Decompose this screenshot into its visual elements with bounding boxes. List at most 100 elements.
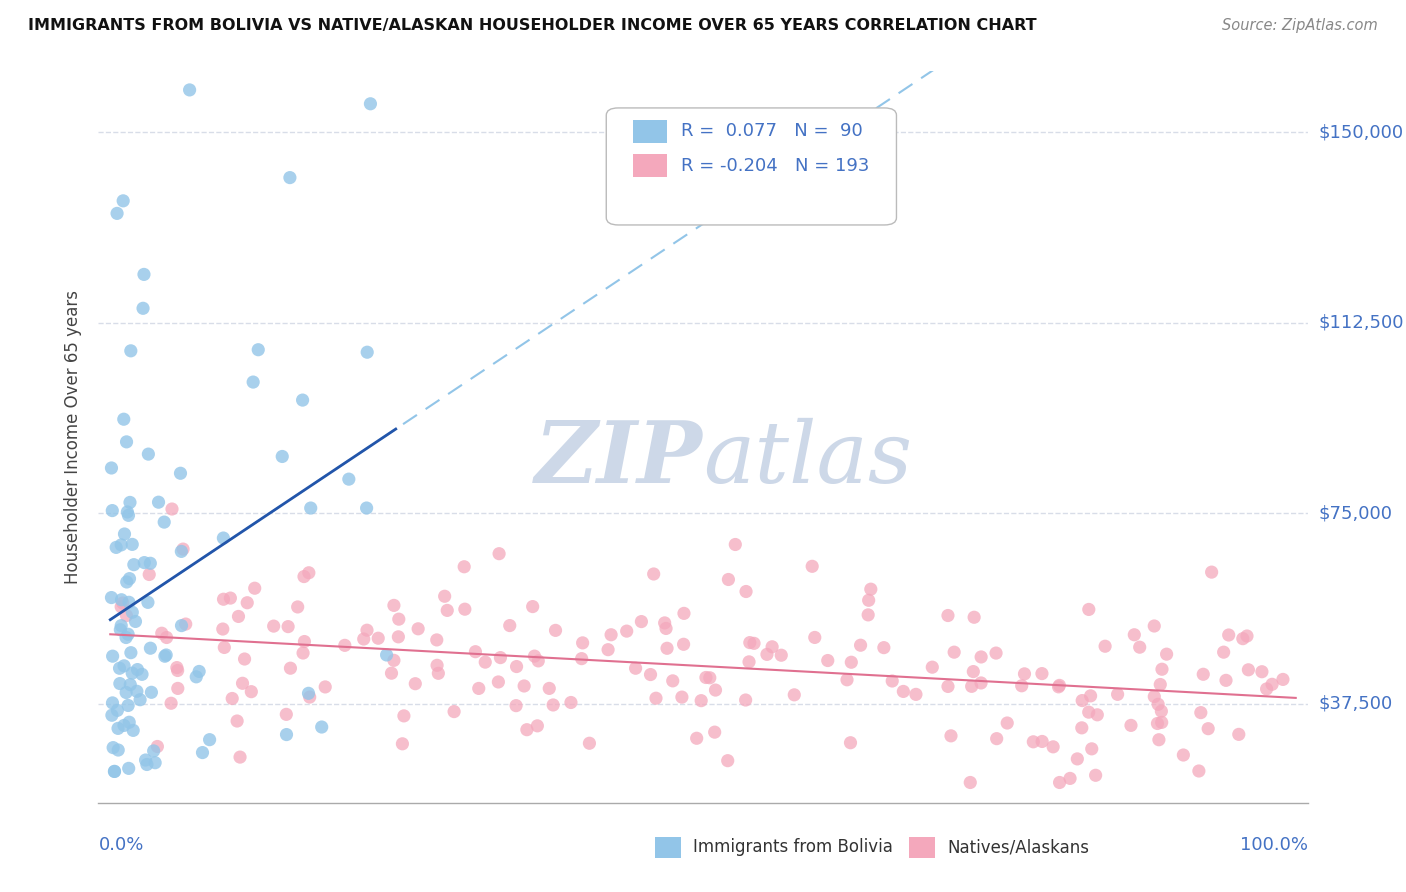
Point (738, 635, 761, 649)
Point (943, 645, 966, 659)
Point (406, 622, 429, 636)
Text: $150,000: $150,000 (1319, 123, 1403, 141)
Point (1150, 704, 1173, 718)
Text: 0.0%: 0.0% (98, 836, 143, 854)
Point (1042, 739, 1064, 754)
Point (984, 646, 1007, 660)
Point (166, 664, 188, 678)
Point (1066, 752, 1088, 766)
Point (299, 501, 322, 516)
Point (960, 679, 983, 693)
Point (1256, 681, 1278, 696)
Point (1236, 629, 1258, 643)
Point (1146, 716, 1168, 731)
Text: 100.0%: 100.0% (1240, 836, 1308, 854)
Point (717, 754, 740, 768)
Point (105, 703, 128, 717)
Point (356, 345, 378, 359)
Point (136, 595, 159, 609)
Point (382, 599, 405, 613)
Point (107, 743, 129, 757)
Point (1189, 706, 1212, 720)
Point (600, 628, 623, 642)
Point (105, 206, 128, 220)
Point (108, 676, 131, 690)
Point (703, 725, 725, 739)
Point (277, 619, 299, 633)
Point (1094, 639, 1116, 653)
Point (578, 736, 600, 750)
Point (142, 744, 165, 758)
Point (970, 676, 993, 690)
Point (380, 666, 402, 681)
Point (453, 559, 475, 574)
Point (117, 505, 139, 519)
Point (191, 746, 214, 760)
Point (1188, 764, 1211, 778)
Point (1156, 647, 1178, 661)
Point (1047, 680, 1070, 694)
Text: Source: ZipAtlas.com: Source: ZipAtlas.com (1222, 18, 1378, 33)
Text: atlas: atlas (703, 417, 912, 500)
Point (1212, 645, 1234, 659)
Point (544, 624, 567, 638)
Text: $37,500: $37,500 (1319, 695, 1393, 713)
Point (505, 698, 527, 713)
Point (112, 194, 135, 208)
Point (122, 558, 145, 572)
Point (155, 648, 177, 662)
Point (761, 640, 783, 654)
Point (839, 655, 862, 669)
Bar (633, 154, 666, 178)
Point (291, 393, 314, 408)
Point (734, 693, 756, 707)
Point (101, 649, 124, 664)
Point (755, 648, 778, 662)
Point (100, 591, 122, 605)
Point (1150, 715, 1173, 730)
Point (110, 618, 132, 632)
Point (959, 775, 981, 789)
Point (155, 631, 177, 645)
Point (1147, 732, 1170, 747)
Point (110, 599, 132, 614)
Point (120, 343, 142, 358)
Point (643, 566, 665, 581)
Point (1119, 718, 1142, 732)
Point (1197, 722, 1219, 736)
Point (995, 716, 1018, 731)
Point (118, 495, 141, 509)
Point (115, 574, 138, 589)
Point (166, 681, 188, 696)
Point (100, 461, 122, 475)
Point (148, 495, 170, 509)
Point (131, 667, 153, 681)
Point (117, 508, 139, 523)
Point (1080, 689, 1102, 703)
Point (240, 684, 263, 698)
Point (735, 584, 758, 599)
Point (560, 696, 582, 710)
Point (117, 627, 139, 641)
Point (882, 673, 904, 688)
Point (134, 556, 156, 570)
Point (859, 582, 882, 597)
Point (392, 709, 415, 723)
Point (112, 412, 135, 426)
Point (1059, 772, 1081, 786)
Point (571, 636, 593, 650)
Point (839, 736, 862, 750)
Point (169, 467, 191, 481)
Point (783, 688, 806, 702)
Point (770, 648, 793, 663)
Bar (655, 838, 682, 858)
Point (443, 705, 465, 719)
Point (294, 634, 316, 648)
Point (170, 618, 193, 632)
Point (117, 698, 139, 713)
Point (276, 728, 298, 742)
Point (468, 681, 491, 696)
Point (742, 636, 765, 650)
Point (353, 632, 375, 646)
Point (849, 638, 872, 652)
